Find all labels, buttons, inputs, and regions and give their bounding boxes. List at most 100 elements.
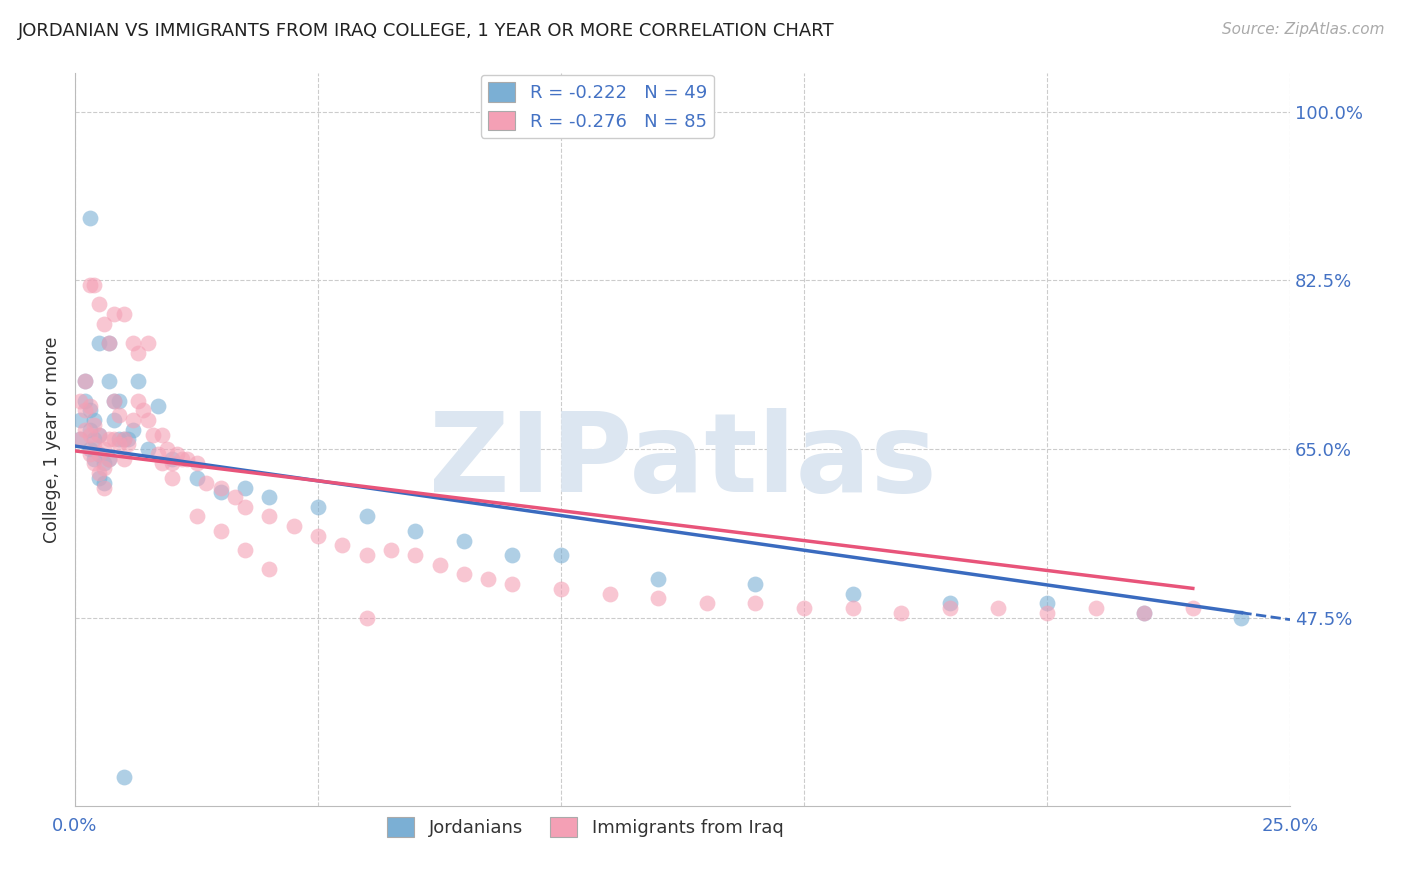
Point bbox=[356, 610, 378, 624]
Point bbox=[1133, 606, 1156, 620]
Point bbox=[233, 543, 256, 558]
Point bbox=[93, 457, 115, 471]
Point bbox=[107, 409, 129, 423]
Point bbox=[166, 447, 188, 461]
Point bbox=[1036, 596, 1059, 610]
Point bbox=[83, 413, 105, 427]
Point bbox=[98, 335, 121, 350]
Point bbox=[477, 572, 499, 586]
Point bbox=[1036, 606, 1059, 620]
Point bbox=[209, 524, 232, 538]
Y-axis label: College, 1 year or more: College, 1 year or more bbox=[44, 336, 60, 542]
Point bbox=[107, 433, 129, 447]
Point bbox=[117, 433, 139, 447]
Point bbox=[69, 433, 91, 447]
Point bbox=[453, 533, 475, 548]
Legend: Jordanians, Immigrants from Iraq: Jordanians, Immigrants from Iraq bbox=[380, 810, 790, 845]
Point bbox=[122, 423, 145, 437]
Point bbox=[233, 500, 256, 514]
Point bbox=[647, 572, 669, 586]
Point bbox=[98, 451, 121, 466]
Point bbox=[83, 457, 105, 471]
Point bbox=[142, 427, 165, 442]
Point bbox=[404, 524, 426, 538]
Point bbox=[79, 427, 101, 442]
Point bbox=[209, 481, 232, 495]
Point bbox=[380, 543, 402, 558]
Text: ZIPatlas: ZIPatlas bbox=[429, 408, 936, 515]
Point bbox=[98, 335, 121, 350]
Point bbox=[93, 317, 115, 331]
Point bbox=[939, 596, 962, 610]
Point bbox=[744, 596, 766, 610]
Point bbox=[89, 466, 111, 480]
Point bbox=[98, 433, 121, 447]
Point bbox=[744, 577, 766, 591]
Point bbox=[73, 375, 96, 389]
Point bbox=[152, 427, 174, 442]
Point bbox=[93, 442, 115, 456]
Point bbox=[146, 447, 169, 461]
Point bbox=[112, 307, 135, 321]
Point bbox=[79, 399, 101, 413]
Point bbox=[307, 500, 329, 514]
Point bbox=[73, 393, 96, 408]
Text: Source: ZipAtlas.com: Source: ZipAtlas.com bbox=[1222, 22, 1385, 37]
Point bbox=[117, 437, 139, 451]
Point bbox=[501, 577, 523, 591]
Point bbox=[73, 375, 96, 389]
Point bbox=[127, 375, 149, 389]
Point bbox=[93, 475, 115, 490]
Point bbox=[103, 393, 125, 408]
Point bbox=[550, 548, 572, 562]
Point bbox=[224, 490, 246, 504]
Point bbox=[83, 417, 105, 432]
Point bbox=[107, 393, 129, 408]
Point bbox=[103, 433, 125, 447]
Point bbox=[170, 451, 193, 466]
Point bbox=[136, 442, 159, 456]
Point bbox=[112, 433, 135, 447]
Point bbox=[307, 529, 329, 543]
Point bbox=[429, 558, 451, 572]
Point bbox=[79, 442, 101, 456]
Point bbox=[356, 509, 378, 524]
Point bbox=[79, 403, 101, 417]
Point bbox=[89, 427, 111, 442]
Point bbox=[1084, 601, 1107, 615]
Point bbox=[1133, 606, 1156, 620]
Point bbox=[890, 606, 912, 620]
Point bbox=[89, 447, 111, 461]
Point bbox=[156, 442, 179, 456]
Point bbox=[103, 393, 125, 408]
Text: JORDANIAN VS IMMIGRANTS FROM IRAQ COLLEGE, 1 YEAR OR MORE CORRELATION CHART: JORDANIAN VS IMMIGRANTS FROM IRAQ COLLEG… bbox=[18, 22, 835, 40]
Point bbox=[356, 548, 378, 562]
Point bbox=[195, 475, 218, 490]
Point bbox=[93, 481, 115, 495]
Point bbox=[69, 433, 91, 447]
Point bbox=[89, 297, 111, 311]
Point bbox=[83, 433, 105, 447]
Point bbox=[841, 601, 863, 615]
Point bbox=[259, 562, 281, 576]
Point bbox=[122, 335, 145, 350]
Point bbox=[89, 447, 111, 461]
Point bbox=[79, 278, 101, 293]
Point bbox=[209, 485, 232, 500]
Point bbox=[69, 413, 91, 427]
Point bbox=[136, 413, 159, 427]
Point bbox=[112, 433, 135, 447]
Point bbox=[103, 413, 125, 427]
Point bbox=[259, 490, 281, 504]
Point bbox=[73, 403, 96, 417]
Point bbox=[83, 451, 105, 466]
Point bbox=[112, 451, 135, 466]
Point bbox=[841, 586, 863, 600]
Point bbox=[186, 471, 208, 485]
Point bbox=[83, 437, 105, 451]
Point bbox=[1181, 601, 1204, 615]
Point bbox=[89, 427, 111, 442]
Point bbox=[112, 770, 135, 784]
Point bbox=[283, 519, 305, 533]
Point bbox=[79, 447, 101, 461]
